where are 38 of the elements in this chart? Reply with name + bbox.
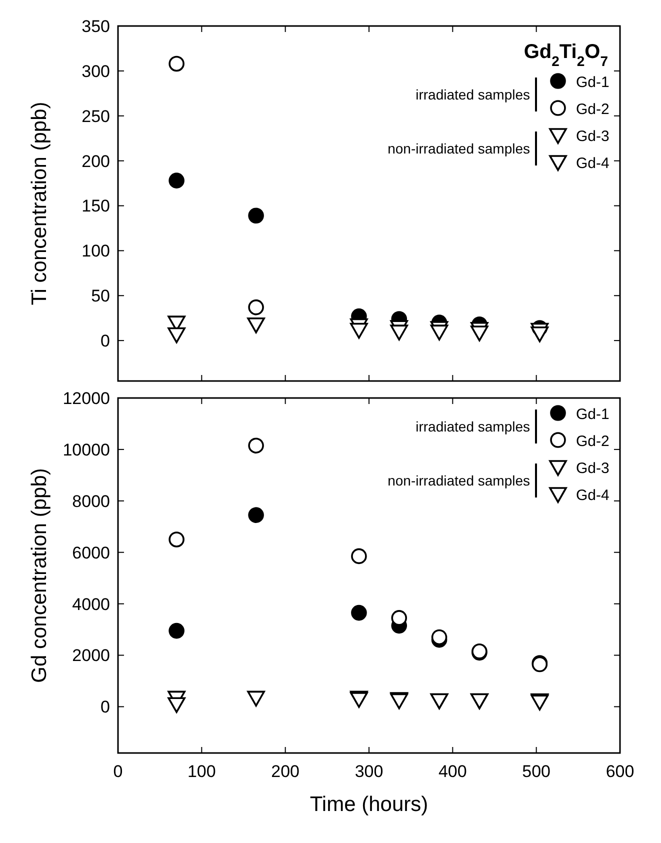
legend-label: Gd-2 xyxy=(576,433,610,450)
y-tick-label: 12000 xyxy=(62,389,110,408)
legend-label: Gd-4 xyxy=(576,487,610,504)
x-tick-label: 0 xyxy=(113,762,123,781)
y-tick-label: 10000 xyxy=(62,440,110,460)
x-tick-label: 100 xyxy=(187,762,216,781)
annotation: irradiated samples xyxy=(416,86,530,102)
legend-label: Gd-1 xyxy=(576,74,610,91)
y-tick-label: 0 xyxy=(100,332,110,351)
x-tick-label: 600 xyxy=(606,762,634,781)
legend-label: Gd-4 xyxy=(576,155,610,172)
legend-label: Gd-2 xyxy=(576,101,610,118)
y-tick-label: 150 xyxy=(82,196,110,216)
text: Gd$_{2}$Ti$_{2}$O$_{7}$ xyxy=(524,41,608,69)
y-tick-label: 2000 xyxy=(72,646,110,666)
annotation: non-irradiated samples xyxy=(388,472,530,488)
x-tick-label: 200 xyxy=(271,762,300,781)
y-tick-label: 0 xyxy=(100,698,110,717)
legend-label: Gd-3 xyxy=(576,128,610,145)
legend-label: Gd-1 xyxy=(576,406,610,423)
y-axis-title: Gd concentration (ppb) xyxy=(28,468,51,683)
y-tick-label: 100 xyxy=(82,242,110,261)
x-tick-label: 300 xyxy=(354,762,384,781)
y-tick-label: 4000 xyxy=(72,594,110,614)
x-tick-label: 400 xyxy=(438,762,467,781)
annotation: irradiated samples xyxy=(416,418,530,434)
y-tick-label: 300 xyxy=(82,62,110,81)
y-tick-label: 250 xyxy=(82,106,110,126)
y-tick-label: 8000 xyxy=(72,492,110,511)
legend-label: Gd-3 xyxy=(576,460,610,477)
y-tick-label: 6000 xyxy=(72,543,110,562)
annotation: non-irradiated samples xyxy=(388,140,530,156)
y-axis-title: Ti concentration (ppb) xyxy=(28,102,51,306)
x-axis-title: Time (hours) xyxy=(310,793,428,816)
x-tick-label: 500 xyxy=(522,762,551,781)
y-tick-label: 50 xyxy=(91,286,110,306)
y-tick-label: 350 xyxy=(82,17,110,36)
y-tick-label: 200 xyxy=(82,152,110,171)
